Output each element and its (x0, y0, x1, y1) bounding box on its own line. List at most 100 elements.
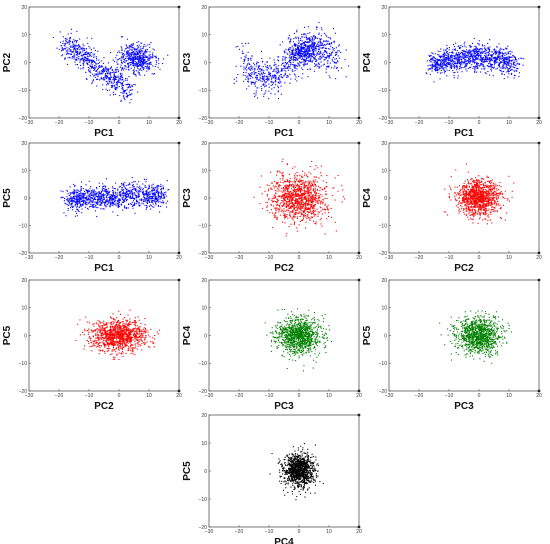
scatter-point (70, 46, 72, 48)
scatter-point (319, 55, 321, 58)
scatter-point (134, 73, 136, 75)
scatter-point (459, 52, 462, 54)
scatter-point (121, 204, 123, 206)
scatter-point (287, 76, 289, 78)
scatter-point (293, 73, 296, 75)
scatter-point (290, 38, 292, 40)
x-tick-label: −30 (385, 120, 394, 126)
scatter-point (129, 195, 131, 197)
scatter-point (76, 194, 78, 196)
scatter-point (305, 221, 307, 223)
scatter-point (144, 185, 146, 187)
scatter-point (455, 57, 458, 59)
scatter-point (284, 67, 286, 69)
scatter-point (303, 42, 306, 44)
scatter-point (108, 79, 110, 81)
scatter-point (452, 49, 454, 51)
scatter-point (307, 205, 309, 207)
scatter-point (466, 70, 468, 72)
scatter-point (69, 40, 71, 42)
scatter-point (134, 189, 136, 191)
scatter-point (495, 62, 497, 64)
scatter-point (99, 192, 101, 194)
scatter-point (328, 54, 330, 56)
scatter-point (485, 56, 487, 58)
scatter-point (78, 193, 80, 195)
scatter-point (77, 197, 79, 199)
scatter-point (469, 51, 471, 53)
scatter-point (302, 36, 304, 38)
x-axis-label: PC1 (454, 128, 474, 139)
scatter-point (93, 201, 95, 203)
scatter-point (510, 73, 512, 76)
scatter-point (245, 66, 247, 68)
scatter-point (83, 45, 85, 47)
scatter-point (142, 190, 144, 192)
scatter-point (128, 54, 130, 56)
scatter-point (290, 59, 293, 61)
scatter-point (320, 210, 322, 212)
scatter-point (281, 174, 283, 176)
scatter-point (295, 58, 297, 60)
scatter-point (118, 50, 120, 52)
scatter-point (249, 75, 251, 77)
scatter-point (75, 39, 77, 41)
scatter-point (80, 64, 82, 66)
scatter-point (304, 33, 306, 35)
scatter-point (87, 55, 89, 57)
scatter-point (253, 73, 255, 75)
scatter-point (284, 195, 286, 197)
scatter-point (449, 60, 451, 62)
scatter-point (324, 51, 326, 53)
scatter-point (445, 54, 447, 57)
scatter-point (96, 78, 98, 81)
scatter-point (328, 65, 330, 67)
scatter-point (134, 52, 136, 54)
scatter-point (301, 58, 303, 60)
scatter-point (494, 58, 496, 60)
scatter-point (66, 189, 68, 191)
scatter-point (107, 203, 109, 205)
scatter-point (123, 200, 125, 202)
scatter-point (261, 57, 263, 60)
scatter-point (281, 64, 283, 66)
scatter-point (457, 53, 459, 55)
scatter-point (92, 199, 94, 201)
scatter-point (93, 61, 95, 63)
scatter-point (322, 44, 324, 46)
scatter-point (284, 82, 286, 84)
scatter-point (67, 52, 69, 54)
scatter-point (507, 64, 509, 67)
scatter-point (137, 63, 139, 65)
scatter-point (146, 195, 148, 197)
scatter-point (249, 73, 251, 75)
scatter-point (62, 42, 64, 44)
scatter-point (115, 57, 117, 59)
scatter-point (296, 68, 298, 70)
scatter-point (72, 51, 74, 53)
scatter-point (312, 185, 315, 187)
scatter-point (444, 70, 447, 73)
scatter-point (88, 202, 90, 204)
scatter-point (157, 193, 159, 195)
scatter-point (157, 198, 159, 200)
scatter-point (278, 209, 280, 211)
scatter-point (135, 52, 137, 54)
scatter-point (506, 47, 508, 49)
scatter-point (82, 196, 85, 198)
scatter-point (142, 46, 145, 48)
scatter-point (301, 46, 303, 48)
scatter-point (102, 62, 105, 64)
scatter-point (82, 192, 84, 194)
scatter-point (148, 201, 150, 203)
scatter-point (85, 71, 87, 73)
scatter-point (490, 63, 492, 65)
scatter-point (303, 34, 305, 36)
scatter-point (66, 190, 69, 192)
scatter-point (63, 212, 65, 214)
scatter-point (114, 93, 116, 95)
scatter-point (303, 55, 306, 57)
scatter-point (92, 80, 94, 82)
scatter-point (142, 48, 144, 50)
scatter-point (105, 84, 108, 86)
